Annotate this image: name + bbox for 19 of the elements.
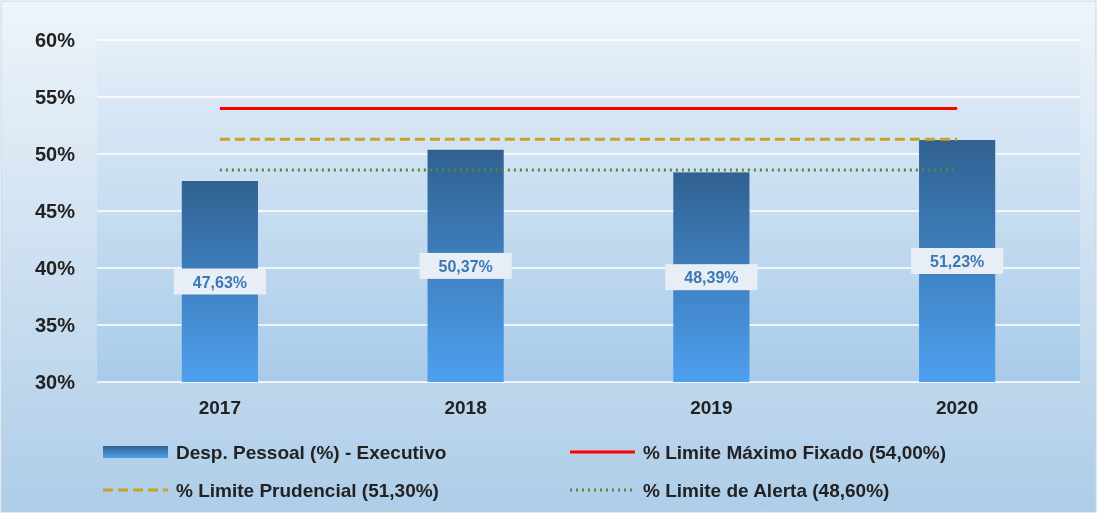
y-tick-label: 60% <box>34 29 76 51</box>
y-tick-label: 50% <box>34 143 76 165</box>
y-tick-label: 45% <box>34 200 76 222</box>
y-tick-label: 35% <box>34 314 76 336</box>
x-tick-label: 2020 <box>935 397 979 418</box>
legend-label: % Limite Prudencial (51,30%) <box>176 480 439 501</box>
y-tick-label: 40% <box>34 257 76 279</box>
x-tick-label: 2017 <box>198 397 242 418</box>
data-label: 51,23% <box>929 252 985 270</box>
legend-label: % Limite de Alerta (48,60%) <box>643 480 890 501</box>
data-label: 48,39% <box>684 269 739 287</box>
x-tick-label: 2019 <box>690 397 733 418</box>
y-tick-label: 55% <box>34 86 76 108</box>
data-label: 50,37% <box>438 257 493 275</box>
legend-label: Desp. Pessoal (%) - Executivo <box>176 442 447 463</box>
data-label: 47,63% <box>192 273 248 291</box>
y-tick-label: 30% <box>34 371 76 393</box>
x-tick-label: 2018 <box>444 397 487 418</box>
legend-label: % Limite Máximo Fixado (54,00%) <box>643 442 947 463</box>
